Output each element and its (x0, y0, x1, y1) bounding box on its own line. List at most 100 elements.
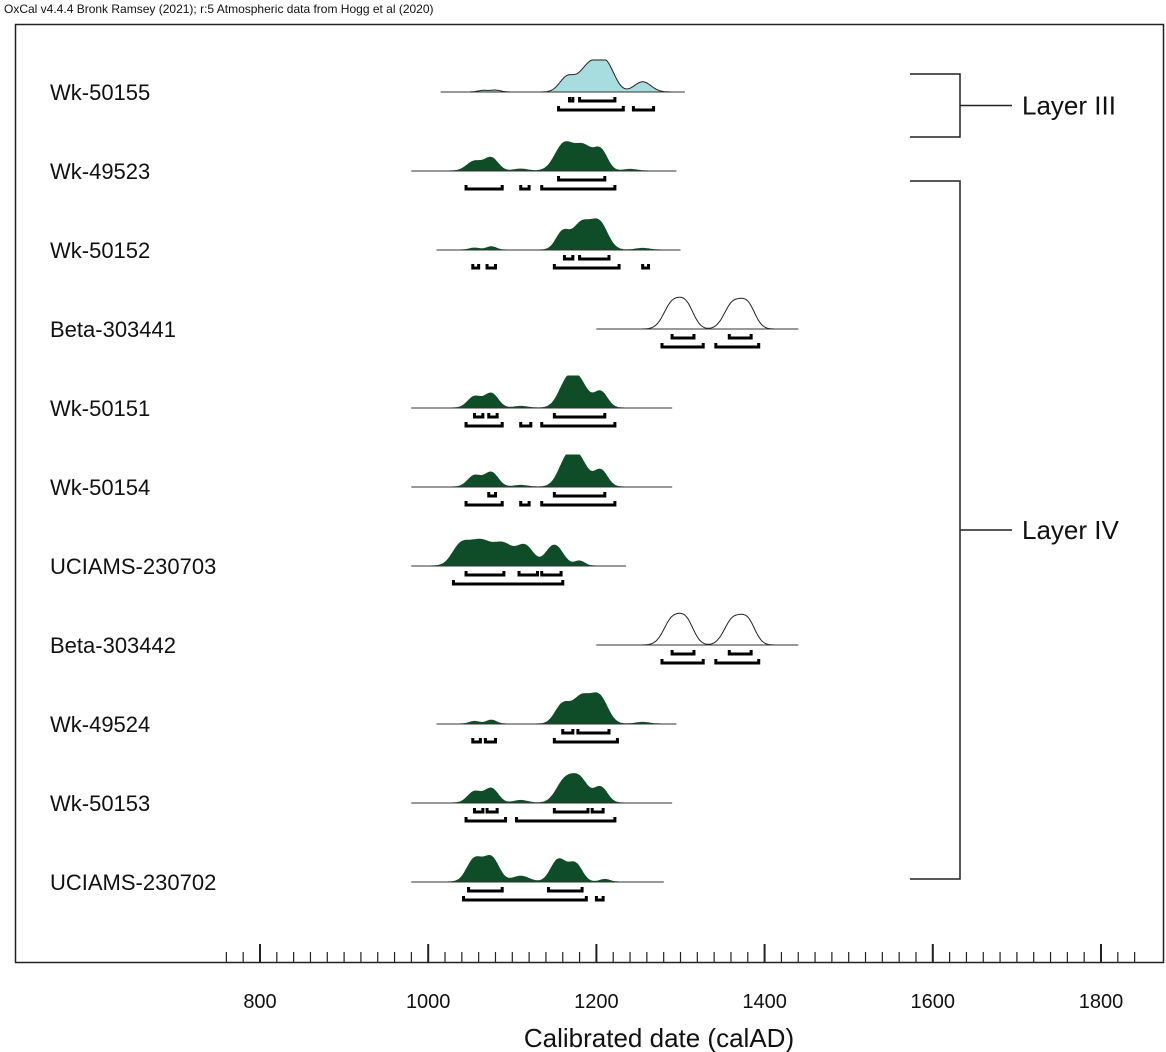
sample-label: Beta-303442 (50, 633, 176, 658)
range-bracket-95 (519, 422, 533, 428)
x-axis: 800 1000 1200 1400 1600 1800 (225, 944, 1136, 1013)
range-bracket-95 (464, 817, 508, 823)
range-bracket-68 (464, 571, 506, 577)
range-bracket-95 (714, 343, 761, 349)
range-bracket-68 (552, 492, 607, 498)
density-curve (411, 141, 677, 172)
tick-label: 1800 (1079, 991, 1124, 1013)
sample-label: Wk-50151 (50, 396, 150, 421)
tick-label: 1600 (911, 991, 956, 1013)
range-bracket-68 (727, 334, 753, 340)
range-bracket-95 (519, 501, 531, 507)
range-bracket-95 (714, 659, 761, 665)
sample-label: UCIAMS-230703 (50, 554, 216, 579)
range-bracket-95 (464, 501, 504, 507)
tick-label: 1000 (406, 991, 451, 1013)
density-curve (411, 855, 664, 883)
density-curve (411, 773, 673, 804)
range-bracket-68 (472, 413, 485, 419)
range-bracket-68 (546, 887, 584, 893)
range-bracket-68 (567, 97, 575, 103)
samples-layer: Wk-50155 Wk-49523 Wk-50152 Beta-303441 Wk-50… (50, 59, 799, 902)
sample-label: Wk-50155 (50, 80, 150, 105)
group-bracket: Layer III (910, 73, 1116, 138)
range-bracket-95 (483, 738, 497, 744)
group-label: Layer III (1022, 91, 1116, 121)
sample-row: Beta-303442 (50, 612, 799, 665)
range-bracket-68 (578, 97, 617, 103)
tick-label: 1200 (574, 991, 619, 1013)
range-bracket-95 (464, 422, 504, 428)
tick-label: 1400 (742, 991, 787, 1013)
density-curve (596, 296, 799, 330)
sample-row: Wk-50154 (50, 454, 673, 507)
range-bracket-95 (552, 738, 619, 744)
sample-label: Beta-303441 (50, 317, 176, 342)
range-bracket-95 (462, 896, 588, 902)
range-bracket-95 (641, 264, 651, 270)
range-bracket-68 (540, 571, 563, 577)
range-bracket-95 (552, 264, 621, 270)
sample-row: Wk-50152 (50, 218, 681, 270)
groups-layer: Layer III Layer IV (910, 73, 1119, 880)
range-bracket-68 (727, 650, 753, 656)
range-bracket-68 (576, 729, 611, 735)
range-bracket-95 (471, 264, 481, 270)
density-curve (411, 375, 673, 409)
sample-row: Wk-50155 (50, 59, 685, 112)
range-bracket-95 (515, 817, 617, 823)
range-bracket-68 (552, 808, 590, 814)
sample-row: Wk-50151 (50, 375, 673, 428)
sample-label: Wk-49523 (50, 159, 150, 184)
density-curve (436, 218, 681, 251)
density-curve (411, 454, 673, 488)
range-bracket-95 (464, 185, 504, 191)
range-bracket-68 (557, 176, 607, 182)
range-bracket-68 (670, 334, 696, 340)
range-bracket-95 (557, 106, 625, 112)
range-bracket-68 (670, 650, 696, 656)
range-bracket-95 (540, 501, 617, 507)
tick-label: 800 (243, 991, 276, 1013)
density-curve (436, 692, 677, 725)
range-bracket-68 (487, 413, 499, 419)
range-bracket-95 (660, 659, 705, 665)
oxcal-header: OxCal v4.4.4 Bronk Ramsey (2021); r:5 At… (4, 2, 434, 16)
sample-label: Wk-49524 (50, 712, 150, 737)
range-bracket-95 (540, 185, 617, 191)
range-bracket-68 (590, 808, 605, 814)
sample-label: UCIAMS-230702 (50, 870, 216, 895)
sample-row: Wk-49524 (50, 692, 677, 744)
range-bracket-95 (471, 738, 482, 744)
range-bracket-68 (561, 729, 575, 735)
bracket-line (910, 73, 961, 138)
density-curve (440, 59, 685, 93)
range-bracket-68 (467, 887, 504, 893)
density-curve (411, 538, 626, 567)
x-axis-title: Calibrated date (calAD) (524, 1023, 794, 1052)
group-bracket: Layer IV (910, 180, 1119, 880)
range-bracket-95 (540, 422, 617, 428)
density-curve (596, 612, 799, 646)
range-bracket-95 (660, 343, 705, 349)
range-bracket-68 (562, 255, 575, 261)
sample-row: UCIAMS-230703 (50, 538, 626, 586)
range-bracket-95 (594, 896, 605, 902)
sample-label: Wk-50153 (50, 791, 150, 816)
sample-row: Wk-49523 (50, 141, 677, 191)
range-bracket-95 (631, 106, 656, 112)
range-bracket-68 (472, 808, 485, 814)
sample-row: Beta-303441 (50, 296, 799, 349)
bracket-line (910, 180, 961, 880)
sample-row: UCIAMS-230702 (50, 855, 664, 902)
sample-row: Wk-50153 (50, 773, 673, 823)
range-bracket-95 (519, 185, 531, 191)
range-bracket-68 (578, 255, 611, 261)
group-label: Layer IV (1022, 515, 1119, 545)
sample-label: Wk-50152 (50, 238, 150, 263)
range-bracket-68 (552, 413, 607, 419)
sample-label: Wk-50154 (50, 475, 150, 500)
range-bracket-68 (517, 571, 540, 577)
range-bracket-68 (485, 808, 499, 814)
